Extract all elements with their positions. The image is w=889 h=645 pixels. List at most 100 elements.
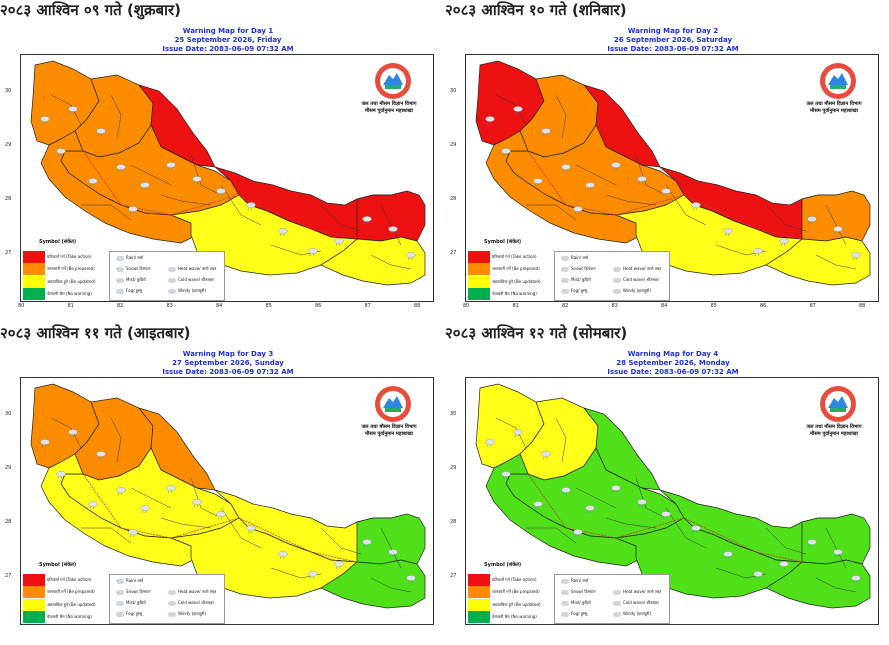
district-border	[130, 164, 172, 186]
map-issue-date: Issue Date: 2083-06-09 07:32 AM	[162, 368, 294, 376]
rain-cloud-icon	[833, 226, 843, 235]
government-emblem-icon	[816, 61, 860, 101]
warning-zone-karnali_north	[138, 84, 216, 168]
warning-map-panel: २०८३ आश्विन १२ गते (सोमबार) Warning Map f…	[445, 323, 889, 645]
rain-cloud-icon	[308, 571, 318, 580]
department-line2: मौसम पूर्वानुमान महाशाखा	[810, 108, 858, 114]
legend-title: Symbol (संकेत)	[484, 239, 522, 245]
district-border	[555, 417, 567, 463]
rain-cloud-icon	[573, 206, 583, 215]
rain-cloud-icon	[807, 539, 817, 548]
district-border	[575, 164, 617, 186]
symbol-label: Fog/ हुस्सु	[126, 288, 143, 293]
symbol-legend-item: Mist/ कुहिरो	[116, 277, 146, 283]
y-tick-label: 27	[450, 250, 457, 256]
symbol-legend: Rain/ वर्षा Snow/ हिमपात Heat wave/ तातो ल…	[554, 251, 670, 301]
rain-cloud-icon	[278, 551, 288, 560]
rain-cloud-icon	[637, 176, 647, 185]
legend-item: जानकारी गर्ने (Be prepared)	[468, 263, 548, 276]
weather-symbol-icon	[116, 288, 124, 294]
y-tick-label: 28	[450, 196, 457, 202]
symbol-label: Fog/ हुस्सु	[571, 288, 588, 293]
y-tick-label: 29	[450, 142, 457, 148]
weather-symbol-icon	[168, 600, 176, 606]
legend-label: चेतावनी छैन (No warning)	[492, 613, 537, 619]
rain-cloud-icon	[40, 116, 50, 125]
district-border	[160, 194, 212, 206]
symbol-legend-item: Rain/ वर्षा	[116, 578, 143, 584]
y-tick-label: 29	[450, 465, 457, 471]
district-border	[526, 204, 577, 221]
y-tick-label: 28	[5, 519, 12, 525]
rain-cloud-icon	[513, 429, 523, 438]
rain-cloud-icon	[779, 238, 789, 247]
rain-cloud-icon	[541, 128, 551, 137]
department-line1: जल तथा मौसम विज्ञान विभाग	[361, 424, 417, 430]
weather-symbol-icon	[168, 611, 176, 617]
legend-item: प्रतिकार्य गर्न (Take action)	[23, 574, 103, 586]
legend-item: अद्यावधिक हुने (Be updated)	[468, 275, 548, 288]
rain-cloud-icon	[541, 451, 551, 460]
department-name: जल तथा मौसम विज्ञान विभाग मौसम पूर्वानुमा…	[339, 424, 433, 438]
rain-cloud-icon	[661, 511, 671, 520]
weather-symbol-icon	[613, 611, 621, 617]
weather-symbol-icon	[613, 288, 621, 294]
legend-item: प्रतिकार्य गर्न (Take action)	[468, 251, 548, 263]
district-border	[526, 527, 577, 544]
map-issue-date: Issue Date: 2083-06-09 07:32 AM	[162, 45, 294, 53]
weather-symbol-icon	[561, 266, 569, 272]
warning-map-panel: २०८३ आश्विन ११ गते (आइतबार) Warning Map f…	[0, 323, 444, 645]
rain-cloud-icon	[116, 164, 126, 173]
legend-item: जानकारी गर्ने (Be prepared)	[23, 263, 103, 276]
rain-cloud-icon	[723, 551, 733, 560]
map-title: Warning Map for Day 3 27 September 2026, …	[118, 350, 338, 377]
rain-cloud-icon	[96, 451, 106, 460]
symbol-legend-item: Windy (हावाहुरी)	[613, 611, 651, 617]
symbol-legend: Rain/ वर्षा Snow/ हिमपात Heat wave/ तातो ल…	[554, 574, 670, 624]
legend-title: Symbol (संकेत)	[484, 562, 522, 568]
x-tick-label: 86	[315, 303, 322, 309]
warning-zone-east_south	[320, 559, 426, 609]
legend-swatch	[468, 275, 490, 288]
department-line2: मौसम पूर्वानुमान महाशाखा	[810, 431, 858, 437]
map-title-day: Warning Map for Day 1	[182, 27, 274, 35]
x-tick-label: 84	[216, 303, 223, 309]
x-tick-label: 81	[512, 303, 519, 309]
rain-cloud-icon	[246, 525, 256, 534]
district-border	[130, 487, 172, 509]
rain-cloud-icon	[68, 429, 78, 438]
symbol-label: Cold wave/ शीतलहर	[623, 277, 659, 282]
rain-cloud-icon	[388, 226, 398, 235]
department-line2: मौसम पूर्वानुमान महाशाखा	[365, 108, 413, 114]
weather-symbol-icon	[116, 266, 124, 272]
district-border	[370, 577, 412, 593]
weather-symbol-icon	[116, 255, 124, 261]
legend-label: प्रतिकार्य गर्न (Take action)	[492, 577, 537, 582]
rain-cloud-icon	[851, 252, 861, 261]
symbol-label: Rain/ वर्षा	[571, 578, 588, 583]
rain-cloud-icon	[334, 561, 344, 570]
district-border	[220, 507, 262, 549]
x-tick-label: 84	[661, 303, 668, 309]
rain-cloud-icon	[192, 176, 202, 185]
y-tick-label: 27	[5, 573, 12, 579]
rain-cloud-icon	[611, 485, 621, 494]
rain-cloud-icon	[128, 206, 138, 215]
province-border	[527, 150, 803, 240]
map-issue-date: Issue Date: 2083-06-09 07:32 AM	[607, 45, 739, 53]
symbol-legend-item: Cold wave/ शीतलहर	[168, 600, 214, 606]
symbol-legend-item: Cold wave/ शीतलहर	[613, 277, 659, 283]
rain-cloud-icon	[723, 228, 733, 237]
x-tick-label: 83	[611, 303, 618, 309]
warning-zone-east_south	[320, 236, 426, 286]
legend-label: प्रतिकार्य गर्न (Take action)	[47, 254, 92, 259]
y-tick-label: 29	[5, 142, 12, 148]
district-border	[635, 154, 663, 194]
y-tick-label: 29	[5, 465, 12, 471]
legend-item: चेतावनी छैन (No warning)	[23, 610, 103, 623]
rain-cloud-icon	[88, 501, 98, 510]
symbol-label: Rain/ वर्षा	[126, 255, 143, 260]
symbol-label: Windy (हावाहुरी)	[178, 611, 207, 616]
legend-swatch	[468, 251, 490, 263]
symbol-legend-item: Fog/ हुस्सु	[561, 288, 587, 294]
